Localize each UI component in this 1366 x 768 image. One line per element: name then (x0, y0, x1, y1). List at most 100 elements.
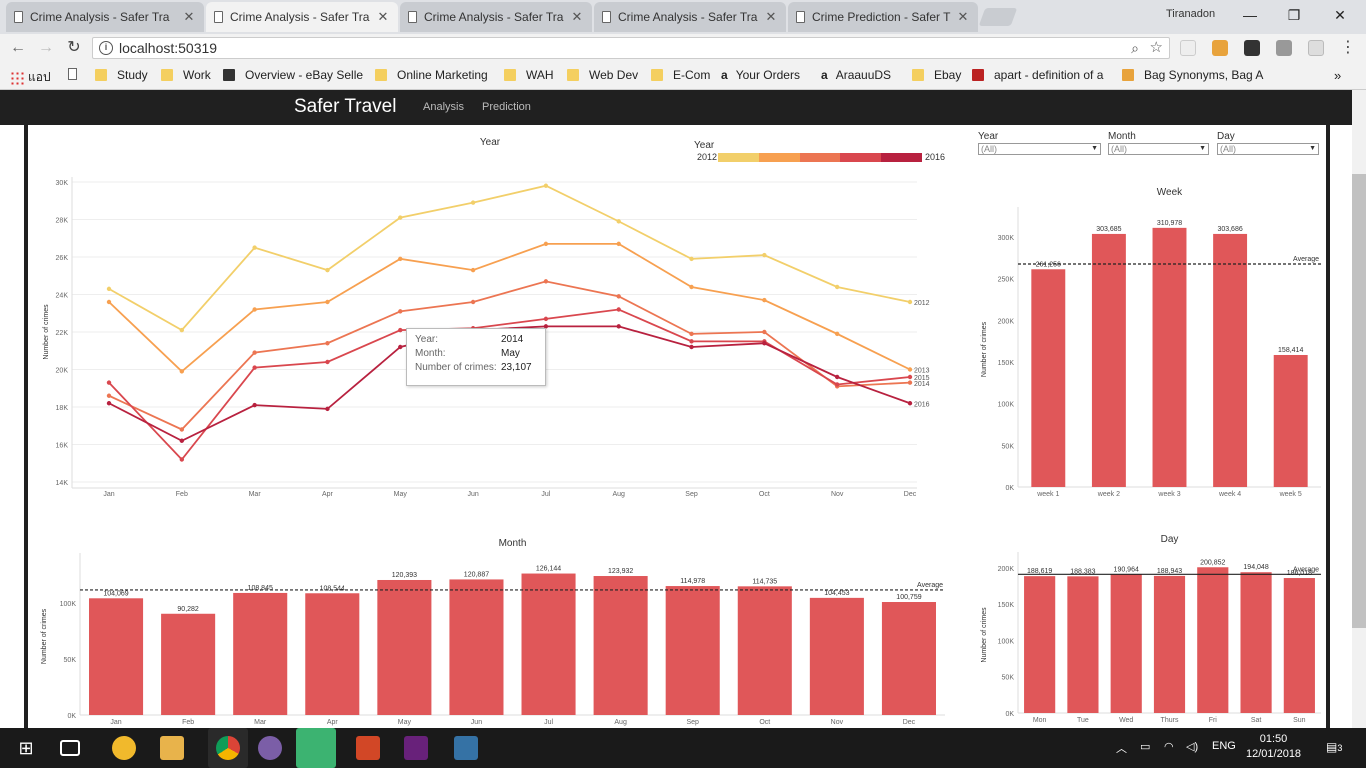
line-icon[interactable] (296, 728, 336, 768)
data-point (907, 367, 913, 372)
bar-value-label: 114,735 (752, 578, 777, 585)
bookmark-ebay-overview[interactable]: Overview - eBay Selle (223, 68, 363, 82)
language-indicator[interactable]: ENG (1212, 740, 1236, 752)
close-icon[interactable]: ✕ (765, 9, 777, 24)
translate-extension-icon[interactable] (1308, 40, 1324, 56)
data-point (398, 344, 403, 350)
info-icon[interactable]: i (99, 41, 113, 55)
data-point (470, 299, 476, 305)
new-tab-button[interactable] (978, 8, 1018, 26)
close-icon[interactable]: ✕ (377, 9, 389, 24)
tooltip-key: Number of crimes: (415, 362, 497, 373)
menu-icon[interactable]: ⋮ (1340, 39, 1356, 56)
zoom-icon[interactable]: ⌕ (1131, 40, 1139, 56)
visual-studio-icon[interactable] (404, 736, 428, 760)
bar-value-label: 261,256 (1036, 261, 1061, 268)
file-explorer-icon[interactable] (160, 736, 184, 760)
y-tick-label: 0K (1005, 485, 1014, 492)
x-tick-label: week 4 (1218, 491, 1241, 498)
bookmark-bag-synonyms[interactable]: Bag Synonyms, Bag A (1122, 68, 1263, 82)
profile-name[interactable]: Tiranadon (1166, 8, 1216, 20)
browser-tab[interactable]: Crime Analysis - Safer Tra ✕ (6, 2, 204, 32)
bookmarks-bar: แอป Study Work Overview - eBay Selle Onl… (0, 62, 1366, 90)
week-bar-chart[interactable]: Week Number of crimes 0K 50K 100K 150K 200K 250… (976, 182, 1326, 508)
legend-swatch (718, 153, 759, 162)
bar-value-label: 108,845 (248, 585, 273, 592)
browser-tab[interactable]: Crime Analysis - Safer Tra ✕ (594, 2, 786, 32)
close-icon[interactable]: ✕ (571, 9, 583, 24)
close-window-icon[interactable]: ✕ (1334, 7, 1346, 23)
bar-value-label: 188,619 (1027, 568, 1052, 575)
bar-value-label: 200,852 (1200, 559, 1225, 566)
month-bar-chart[interactable]: Month Number of crimes 0K 50K 100K 104,069 Jan… (28, 533, 948, 728)
restore-icon[interactable]: ❐ (1287, 7, 1301, 23)
extension-icon[interactable] (1212, 40, 1228, 56)
bookmark-ebay[interactable]: Ebay (912, 68, 961, 82)
filter-year-select[interactable]: (All) ▼ (978, 143, 1101, 155)
tray-chevron-icon[interactable]: ︿ (1116, 743, 1127, 755)
bookmark-apps[interactable]: แอป (10, 68, 51, 87)
filter-month-select[interactable]: (All) ▼ (1108, 143, 1209, 155)
bar-value-label: 120,887 (464, 571, 489, 578)
browser-tab[interactable]: Crime Analysis - Safer Tra ✕ (400, 2, 592, 32)
task-view-icon[interactable] (60, 740, 80, 756)
chrome-icon[interactable] (216, 736, 240, 760)
average-label: Average (1293, 256, 1319, 263)
series-end-label: 2015 (914, 375, 930, 382)
minimize-icon[interactable]: — (1243, 7, 1257, 23)
brand-title[interactable]: Safer Travel (294, 96, 397, 117)
app-icon[interactable] (112, 736, 136, 760)
data-point (325, 341, 330, 346)
browser-tab[interactable]: Crime Prediction - Safer T ✕ (788, 2, 978, 32)
forward-icon[interactable]: → (38, 39, 54, 56)
back-icon[interactable]: ← (10, 39, 26, 56)
filter-day-select[interactable]: (All) ▼ (1217, 143, 1319, 155)
close-icon[interactable]: ✕ (183, 9, 195, 24)
filter-year-label: Year (978, 131, 999, 142)
x-tick-label: Wed (1119, 717, 1133, 724)
wifi-icon[interactable]: ◠ (1164, 741, 1174, 753)
notification-icon[interactable]: ▤3 (1326, 740, 1343, 754)
nav-link-analysis[interactable]: Analysis (423, 101, 464, 113)
bar (1067, 576, 1099, 713)
bar (1213, 233, 1248, 487)
browser-tab-active[interactable]: Crime Analysis - Safer Tra ✕ (206, 2, 398, 32)
data-point (689, 284, 694, 290)
close-icon[interactable]: ✕ (957, 9, 969, 24)
bookmark-your-orders[interactable]: a Your Orders (721, 68, 800, 82)
bookmark-apart-definition[interactable]: apart - definition of a (972, 68, 1103, 82)
address-bar[interactable]: i localhost:50319 ⌕ ☆ (92, 37, 1170, 59)
bookmark-online-marketing[interactable]: Online Marketing (375, 68, 488, 82)
reload-icon[interactable]: ↻ (67, 39, 81, 56)
document-icon (602, 11, 611, 23)
apps-icon (10, 70, 24, 85)
series-end-label: 2014 (914, 381, 930, 388)
volume-icon[interactable]: ◁) (1186, 741, 1199, 753)
bookmark-wah[interactable]: WAH (504, 68, 554, 82)
more-bookmarks-icon[interactable]: » (1334, 68, 1342, 83)
bookmark-study[interactable]: Study (95, 68, 148, 82)
bookmark-araauuds[interactable]: a AraauuDS (821, 68, 891, 82)
bookmark-page-icon[interactable] (68, 68, 77, 80)
powerpoint-icon[interactable] (356, 736, 380, 760)
camera-extension-icon[interactable] (1276, 40, 1292, 56)
bookmark-star-icon[interactable]: ☆ (1149, 39, 1163, 56)
y-tick-label: 14K (56, 480, 69, 487)
nav-link-prediction[interactable]: Prediction (482, 101, 531, 113)
day-bar-chart[interactable]: Day Number of crimes 0K 50K 100K 150K 200K 188,… (976, 531, 1326, 728)
bookmark-work[interactable]: Work (161, 68, 211, 82)
windows-start-icon[interactable]: ⊞ (18, 738, 34, 758)
film-extension-icon[interactable] (1244, 40, 1260, 56)
scrollbar-thumb[interactable] (1352, 174, 1366, 628)
bookmark-web-dev[interactable]: Web Dev (567, 68, 638, 82)
chevron-down-icon: ▼ (1199, 145, 1206, 152)
clock[interactable]: 01:50 12/01/2018 (1246, 732, 1301, 762)
python-icon[interactable] (454, 736, 478, 760)
year-line-chart[interactable]: Year Number of crimes 14K 16K 18K 20K 22K 24K 26… (28, 130, 948, 505)
browser-toolbar: ← → ↻ i localhost:50319 ⌕ ☆ ⋮ (0, 34, 1366, 62)
github-icon[interactable] (258, 736, 282, 760)
bookmark-ecom[interactable]: E-Com (651, 68, 710, 82)
ebay-extension-icon[interactable] (1180, 40, 1196, 56)
battery-icon[interactable]: ▭ (1140, 741, 1151, 753)
data-point (325, 267, 330, 273)
